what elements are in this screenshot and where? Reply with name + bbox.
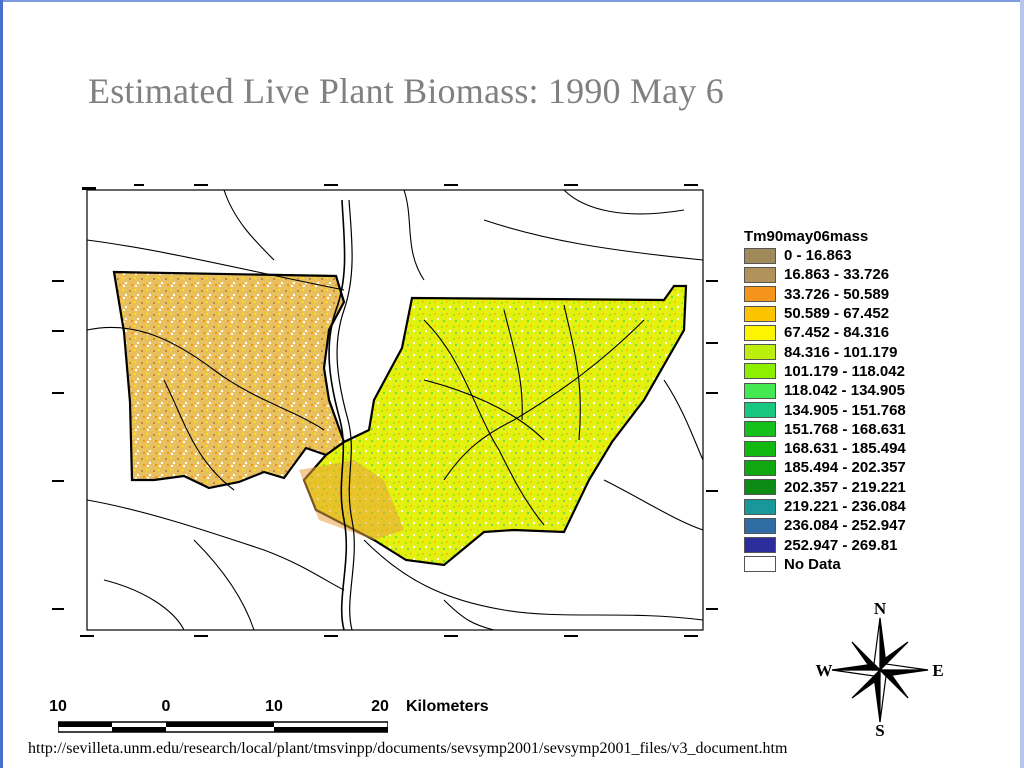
legend-items: 0 - 16.863 16.863 - 33.726 33.726 - 50.589… [744,246,906,574]
legend-label: 151.768 - 168.631 [784,420,906,438]
legend-label: 168.631 - 185.494 [784,440,906,458]
legend-swatch [744,517,776,534]
west-unit-area [112,270,366,490]
legend-swatch [744,459,776,476]
scale-bar-graphic [58,721,388,733]
legend-row: 151.768 - 168.631 [744,420,906,439]
legend-label: 67.452 - 84.316 [784,324,890,342]
legend-row: No Data [744,555,906,574]
legend-label: 16.863 - 33.726 [784,266,890,284]
page-title: Estimated Live Plant Biomass: 1990 May 6 [88,71,724,111]
legend-swatch [744,247,776,264]
legend-label: 236.084 - 252.947 [784,517,906,535]
legend-swatch [744,556,776,573]
river-corridor-area [299,460,404,540]
legend-swatch [744,440,776,457]
legend-row: 0 - 16.863 [744,246,906,265]
legend-row: 185.494 - 202.357 [744,458,906,477]
legend-swatch [744,286,776,303]
legend-swatch [744,266,776,283]
compass-e-label: E [932,661,943,680]
scale-tick-label: 20 [371,698,389,715]
legend-swatch [744,498,776,515]
legend-swatch [744,537,776,554]
scale-units-label: Kilometers [406,698,489,715]
legend-label: 185.494 - 202.357 [784,459,906,477]
north-arrow-compass: N S W E [810,599,950,740]
river-line [328,199,348,631]
legend-swatch [744,324,776,341]
legend-row: 202.357 - 219.221 [744,478,906,497]
east-unit-area [302,284,688,567]
legend-label: No Data [784,555,841,573]
legend-row: 134.905 - 151.768 [744,400,906,419]
legend-label: 0 - 16.863 [784,247,852,265]
map-canvas [52,184,718,637]
legend-title: Tm90may06mass [744,228,869,245]
legend-swatch [744,344,776,361]
legend-label: 84.316 - 101.179 [784,343,898,361]
legend-row: 236.084 - 252.947 [744,516,906,535]
river-bank-line [336,199,355,631]
legend-label: 134.905 - 151.768 [784,401,906,419]
legend-row: 168.631 - 185.494 [744,439,906,458]
scale-tick-label: 10 [265,698,283,715]
legend-row: 50.589 - 67.452 [744,304,906,323]
legend-swatch [744,305,776,322]
compass-rose-icon: N S W E [816,599,944,740]
legend-row: 219.221 - 236.084 [744,497,906,516]
slide-left-border [0,0,3,768]
roads [86,189,704,631]
compass-w-label: W [816,661,833,680]
slide-top-border [0,0,1024,2]
legend-swatch [744,402,776,419]
legend-swatch [744,382,776,399]
legend-row: 118.042 - 134.905 [744,381,906,400]
compass-s-label: S [875,721,884,740]
compass-n-label: N [874,600,887,618]
legend-row: 101.179 - 118.042 [744,362,906,381]
legend-label: 118.042 - 134.905 [784,382,905,400]
legend-label: 219.221 - 236.084 [784,498,906,515]
legend-row: 16.863 - 33.726 [744,265,906,284]
legend-row: 67.452 - 84.316 [744,323,906,342]
slide-right-border [1020,0,1024,768]
legend-swatch [744,421,776,438]
scale-tick-label: 10 [49,698,67,715]
legend-label: 33.726 - 50.589 [784,285,890,303]
scale-bar: 10 0 10 20 Kilometers [40,698,520,738]
map-coordinate-ticks [52,184,718,637]
map-legend: Tm90may06mass 0 - 16.863 16.863 - 33.726 3… [744,228,906,574]
legend-row: 84.316 - 101.179 [744,342,906,361]
legend-row: 33.726 - 50.589 [744,285,906,304]
legend-label: 50.589 - 67.452 [784,305,890,323]
legend-swatch [744,479,776,496]
legend-label: 202.357 - 219.221 [784,478,906,496]
legend-swatch [744,363,776,380]
scale-tick-label: 0 [161,698,171,715]
biomass-map [44,180,734,640]
legend-label: 252.947 - 269.81 [784,536,898,554]
source-url-text: http://sevilleta.unm.edu/research/local/… [28,740,788,757]
legend-row: 252.947 - 269.81 [744,535,906,554]
legend-label: 101.179 - 118.042 [784,362,905,380]
